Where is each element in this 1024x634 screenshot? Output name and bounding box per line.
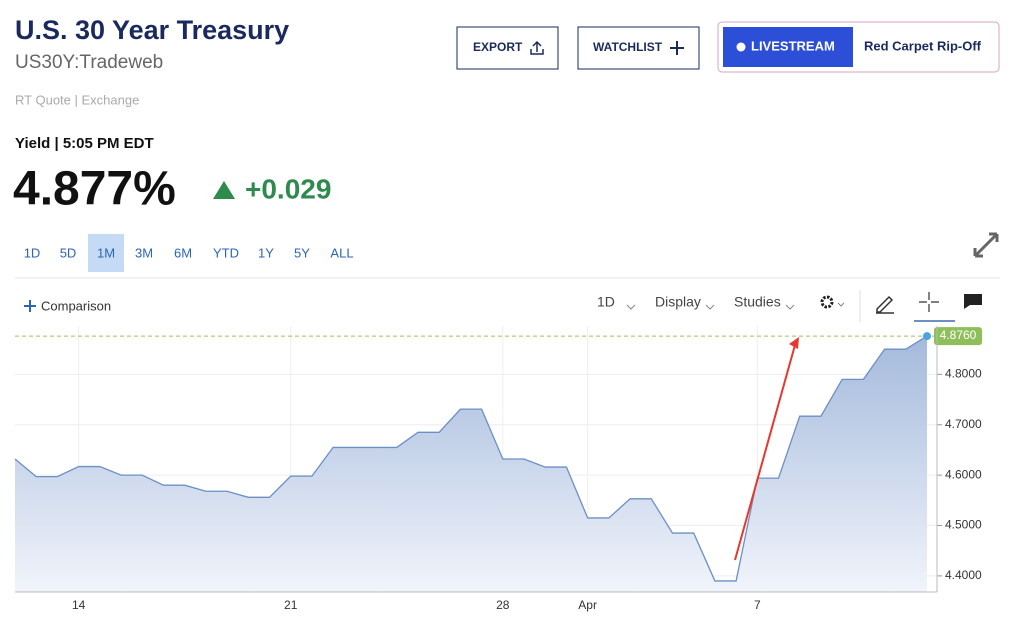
range-button[interactable]: 5Y	[294, 245, 310, 260]
quote-value: 4.877%	[13, 163, 176, 216]
range-button[interactable]: 3M	[135, 245, 153, 260]
y-tick-label: 4.5000	[945, 518, 982, 532]
livestream-label: LIVESTREAM	[751, 38, 835, 53]
range-button[interactable]: 1D	[24, 245, 41, 260]
x-tick-label: 21	[284, 598, 298, 612]
range-button[interactable]: 1Y	[258, 245, 274, 260]
x-tick-label: 28	[496, 598, 510, 612]
symbol: US30Y:Tradeweb	[15, 52, 163, 73]
export-button[interactable]	[456, 26, 559, 70]
chart: 4.4000 4.5000 4.6000 4.7000 4.8000 14 21 28 Apr 7…	[14, 326, 982, 612]
range-button[interactable]: YTD	[213, 245, 239, 260]
last-point	[923, 332, 931, 341]
y-tick-label: 4.8000	[945, 367, 982, 381]
gear-icon[interactable]	[820, 295, 834, 309]
y-tick-label: 4.4000	[945, 568, 982, 582]
y-tick-label: 4.7000	[945, 417, 982, 431]
draw-icon[interactable]	[876, 295, 894, 314]
price-tag	[934, 327, 982, 346]
promo: Red Carpet Rip-Off	[864, 38, 982, 53]
x-tick-label: 14	[72, 598, 86, 612]
range-button[interactable]: 5D	[60, 245, 77, 260]
live-dot	[736, 42, 746, 52]
range-button[interactable]: 1M	[97, 245, 115, 260]
comparison[interactable]: Comparison	[41, 298, 111, 313]
x-tick-label: Apr	[578, 598, 597, 612]
up-triangle	[213, 181, 235, 199]
plus-icon	[670, 41, 684, 55]
watchlist-label: WATCHLIST	[593, 40, 663, 54]
price-label: 4.8760	[940, 328, 977, 342]
range-button[interactable]: 6M	[174, 245, 192, 260]
quote-source: RT Quote | Exchange	[15, 92, 139, 107]
arrow-annotation	[734, 344, 796, 561]
export-icon	[530, 40, 544, 55]
arrow-head	[789, 337, 799, 349]
y-tick-label: 4.6000	[945, 467, 982, 481]
export-label: EXPORT	[473, 40, 523, 54]
quote-change: +0.029	[245, 173, 331, 204]
comment-icon[interactable]	[964, 294, 982, 309]
range-button[interactable]: ALL	[330, 245, 353, 260]
studies[interactable]: Studies	[734, 294, 781, 310]
chevrons	[626, 302, 845, 310]
line	[14, 335, 928, 582]
comparison-plus	[24, 300, 36, 312]
display[interactable]: Display	[655, 294, 701, 310]
expand-icon[interactable]	[973, 232, 999, 258]
title: U.S. 30 Year Treasury	[15, 15, 289, 45]
crosshair-icon[interactable]	[919, 292, 939, 312]
range-active	[88, 234, 124, 272]
area-fill	[15, 336, 927, 592]
x-tick-label: 7	[754, 598, 761, 612]
quote-label: Yield | 5:05 PM EDT	[15, 135, 154, 152]
interval[interactable]: 1D	[597, 294, 615, 310]
